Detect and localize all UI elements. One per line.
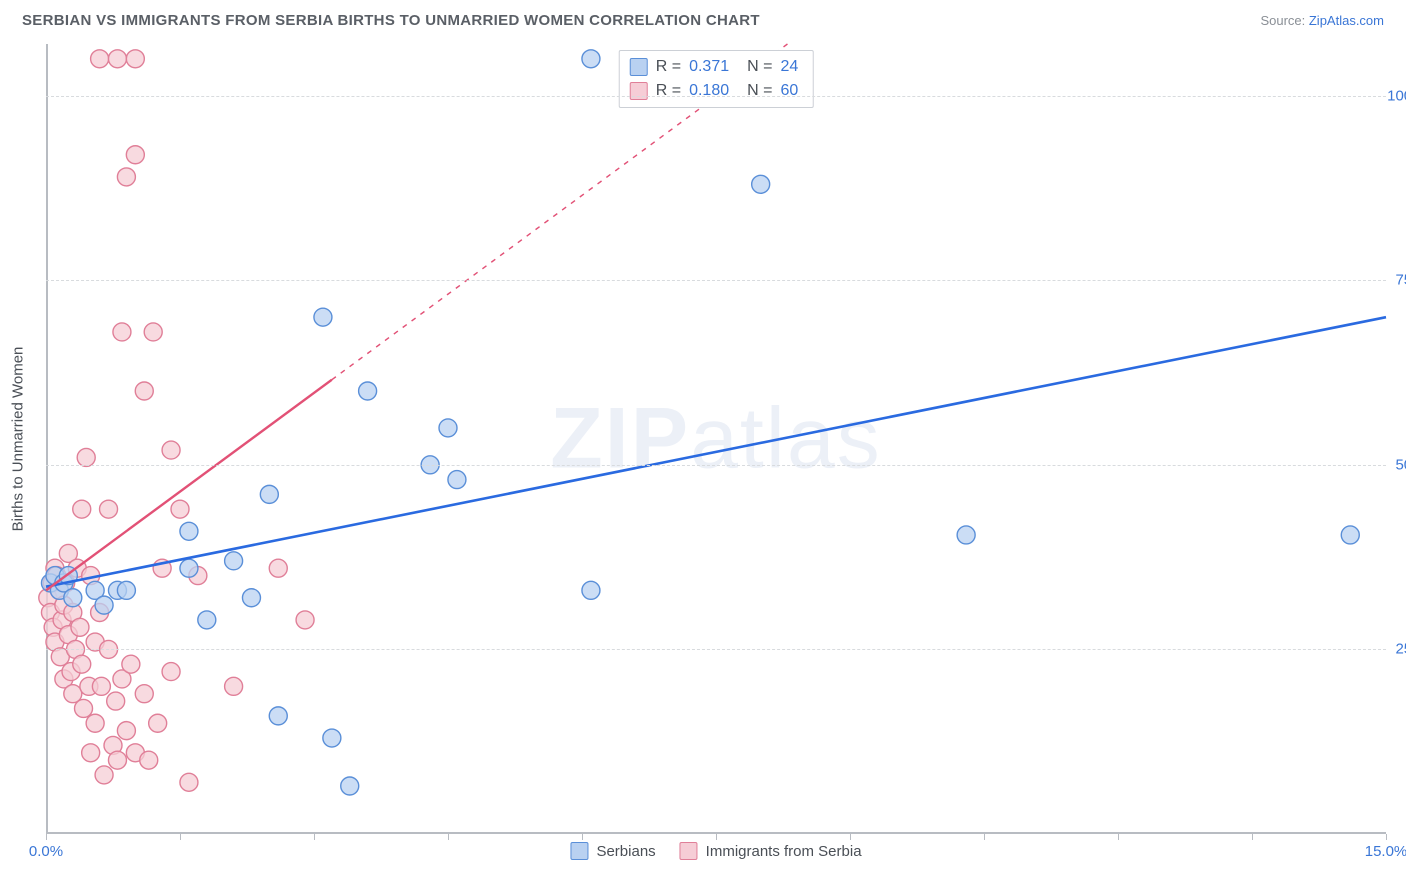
stats-row: R = 0.371 N = 24 [630, 55, 799, 79]
x-tick [850, 834, 851, 840]
x-tick [448, 834, 449, 840]
x-tick [314, 834, 315, 840]
correlation-chart: Births to Unmarried Women ZIPatlas R = 0… [46, 44, 1386, 834]
data-point [225, 552, 243, 570]
x-tick [46, 834, 47, 840]
data-point [180, 522, 198, 540]
regression-line [46, 317, 1386, 586]
data-point [296, 611, 314, 629]
data-point [92, 677, 110, 695]
data-point [1341, 526, 1359, 544]
data-point [117, 722, 135, 740]
stats-legend: R = 0.371 N = 24 R = 0.180 N = 60 [619, 50, 814, 108]
x-tick-label: 15.0% [1365, 843, 1406, 860]
data-point [108, 751, 126, 769]
legend-swatch [630, 82, 648, 100]
gridline [46, 280, 1386, 281]
data-point [323, 729, 341, 747]
data-point [752, 175, 770, 193]
x-tick [180, 834, 181, 840]
data-point [198, 611, 216, 629]
data-point [149, 714, 167, 732]
legend-swatch [570, 842, 588, 860]
data-point [95, 596, 113, 614]
legend-swatch [680, 842, 698, 860]
x-tick [984, 834, 985, 840]
data-point [117, 581, 135, 599]
data-point [64, 589, 82, 607]
data-point [260, 485, 278, 503]
data-point [180, 773, 198, 791]
data-point [140, 751, 158, 769]
gridline [46, 465, 1386, 466]
data-point [957, 526, 975, 544]
x-tick [716, 834, 717, 840]
data-point [341, 777, 359, 795]
data-point [73, 500, 91, 518]
data-point [314, 308, 332, 326]
data-point [162, 663, 180, 681]
data-point [126, 50, 144, 68]
x-tick [1252, 834, 1253, 840]
legend-label: Serbians [596, 843, 655, 860]
data-point [269, 707, 287, 725]
stats-row: R = 0.180 N = 60 [630, 79, 799, 103]
y-tick-label: 25.0% [1395, 641, 1406, 658]
data-point [107, 692, 125, 710]
x-tick [582, 834, 583, 840]
plot-area [46, 44, 1386, 834]
data-point [71, 618, 89, 636]
series-legend: Serbians Immigrants from Serbia [570, 842, 861, 860]
data-point [448, 471, 466, 489]
data-point [135, 685, 153, 703]
data-point [225, 677, 243, 695]
data-point [75, 699, 93, 717]
data-point [82, 744, 100, 762]
data-point [108, 50, 126, 68]
data-point [86, 714, 104, 732]
chart-title: SERBIAN VS IMMIGRANTS FROM SERBIA BIRTHS… [22, 12, 760, 29]
legend-item: Immigrants from Serbia [680, 842, 862, 860]
legend-label: Immigrants from Serbia [706, 843, 862, 860]
data-point [135, 382, 153, 400]
y-axis-label: Births to Unmarried Women [10, 347, 27, 532]
y-tick-label: 100.0% [1387, 87, 1406, 104]
data-point [73, 655, 91, 673]
data-point [77, 448, 95, 466]
data-point [180, 559, 198, 577]
data-point [162, 441, 180, 459]
data-point [117, 168, 135, 186]
legend-swatch [630, 58, 648, 76]
data-point [582, 581, 600, 599]
data-point [144, 323, 162, 341]
data-point [242, 589, 260, 607]
data-point [359, 382, 377, 400]
y-tick-label: 75.0% [1395, 272, 1406, 289]
data-point [122, 655, 140, 673]
gridline [46, 649, 1386, 650]
data-point [582, 50, 600, 68]
source-attribution: Source: ZipAtlas.com [1260, 13, 1384, 28]
data-point [439, 419, 457, 437]
source-link[interactable]: ZipAtlas.com [1309, 13, 1384, 28]
gridline [46, 96, 1386, 97]
y-tick-label: 50.0% [1395, 456, 1406, 473]
x-tick [1386, 834, 1387, 840]
data-point [113, 323, 131, 341]
data-point [269, 559, 287, 577]
x-tick [1118, 834, 1119, 840]
legend-item: Serbians [570, 842, 655, 860]
data-point [126, 146, 144, 164]
x-tick-label: 0.0% [29, 843, 63, 860]
data-point [95, 766, 113, 784]
data-point [91, 50, 109, 68]
data-point [100, 500, 118, 518]
data-point [171, 500, 189, 518]
